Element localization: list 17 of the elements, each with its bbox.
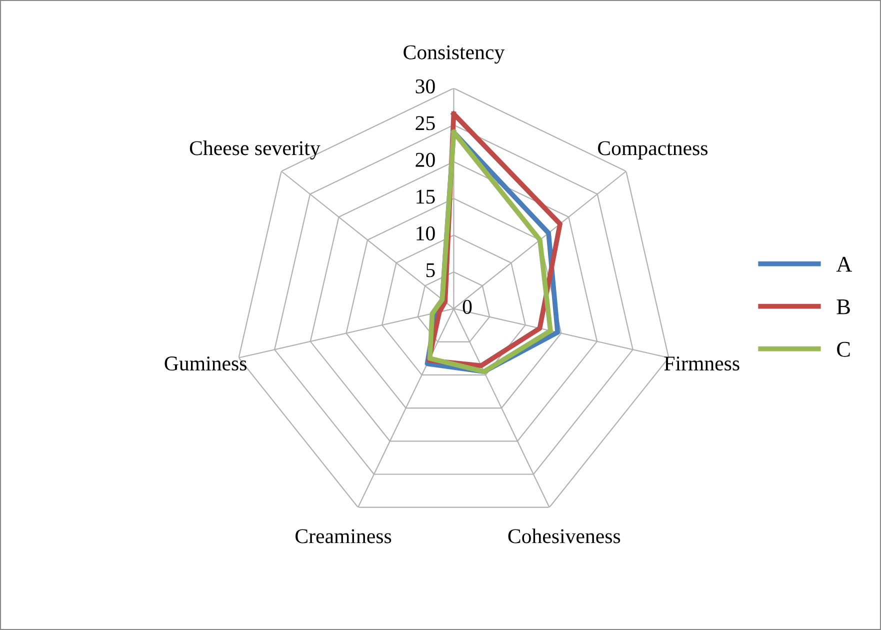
y-tick-label: 25 xyxy=(416,116,435,130)
y-tick-label: 20 xyxy=(416,152,435,167)
spoke-label: Compactness xyxy=(598,141,708,160)
spoke-label: Creaminess xyxy=(296,529,392,544)
legend-label: A xyxy=(836,256,852,272)
y-tick-label: 30 xyxy=(416,79,435,94)
spoke-label: Firmness xyxy=(664,356,740,371)
y-tick-label: 10 xyxy=(416,226,435,240)
spoke-label: Cheese severity xyxy=(190,140,320,160)
legend-label: C xyxy=(837,342,850,357)
spoke-label: Guminess xyxy=(164,356,246,371)
y-tick-label: 5 xyxy=(426,263,435,278)
legend-label: B xyxy=(836,300,850,314)
spoke-label: Cohesiveness xyxy=(508,528,620,544)
y-tick-label: 15 xyxy=(416,190,435,204)
y-tick-label: 0 xyxy=(462,300,472,314)
spoke-label: Consistency xyxy=(404,45,505,64)
